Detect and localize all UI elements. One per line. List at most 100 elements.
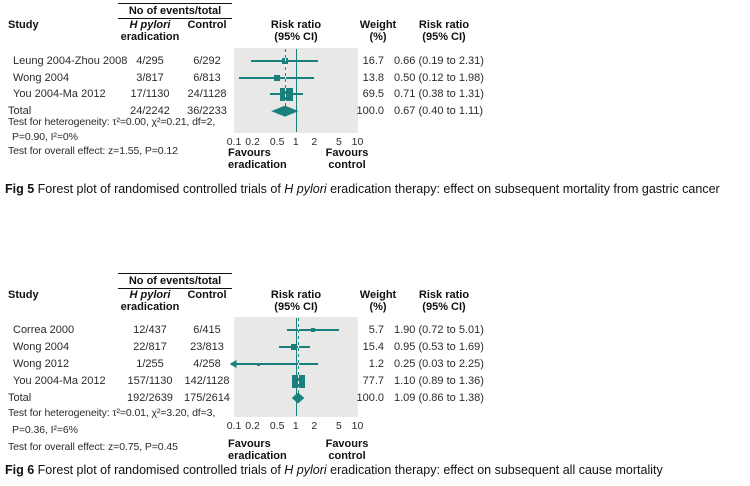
study-row: Leung 2004-Zhou 2008 4/295 6/292 16.7 0.66 (… xyxy=(0,53,750,69)
risk-ratio-text-header-line1: Risk ratio xyxy=(418,289,470,301)
control-events-value: 6/415 xyxy=(193,324,221,336)
axis-tick-label: 10 xyxy=(351,136,364,148)
study-label: Wong 2004 xyxy=(13,341,70,353)
favours-control-label: Favours control xyxy=(317,438,377,462)
risk-ratio-ci-value: 0.66 (0.19 to 2.31) xyxy=(394,55,484,67)
study-label: You 2004-Ma 2012 xyxy=(13,375,106,387)
summary-diamond xyxy=(291,392,305,404)
summary-diamond xyxy=(271,105,299,117)
study-row: You 2004-Ma 2012 157/1130 142/1128 77.7 1.10… xyxy=(0,373,750,389)
control-events-value: 4/258 xyxy=(193,358,221,370)
axis-tick-label: 0.5 xyxy=(269,420,285,432)
study-column-header: Study xyxy=(8,289,39,301)
weight-column-header: Weight (%) xyxy=(353,289,403,313)
control-events-value: 24/1128 xyxy=(187,88,227,101)
control-column-header: Control xyxy=(187,19,227,31)
study-label: Wong 2004 xyxy=(13,71,70,84)
weight-header-line1: Weight xyxy=(359,289,397,301)
axis-tick-label: 0.5 xyxy=(269,136,285,148)
eradication-events-value: 22/817 xyxy=(133,341,167,353)
weight-value: 5.7 xyxy=(368,324,384,336)
axis-tick-label: 0.2 xyxy=(245,420,260,432)
control-events-value: 6/813 xyxy=(193,71,221,84)
eradication-events-value: 157/1130 xyxy=(127,375,173,387)
risk-ratio-ci-value: 0.67 (0.40 to 1.11) xyxy=(394,105,484,118)
heterogeneity-test-line2: P=0.90, I²=0% xyxy=(12,131,78,143)
study-label: Total xyxy=(8,392,32,404)
axis-tick-label: 2 xyxy=(311,136,318,148)
favours-right-line2: control xyxy=(328,158,366,171)
caption-text: Forest plot of randomised controlled tri… xyxy=(34,463,285,477)
weight-value: 1.2 xyxy=(368,358,384,370)
eradication-events-value: 192/2639 xyxy=(127,392,173,404)
risk-ratio-ci-value: 1.90 (0.72 to 5.01) xyxy=(394,324,484,336)
events-total-group-header: No of events/total xyxy=(118,273,232,289)
hpylori-column-header-line1: H pylori xyxy=(129,19,171,31)
favours-right-line1: Favours xyxy=(325,147,369,159)
weight-value: 77.7 xyxy=(362,375,384,387)
effect-size-square xyxy=(280,87,294,101)
control-column-header: Control xyxy=(187,289,227,301)
study-row: Wong 2004 3/817 6/813 13.8 0.50 (0.12 to 1.9… xyxy=(0,70,750,86)
caption-text-suffix: eradication therapy: effect on subsequen… xyxy=(326,463,663,477)
control-events-value: 6/292 xyxy=(193,55,221,67)
hpylori-column-header-line2: eradication xyxy=(120,301,180,313)
eradication-events-value: 24/2242 xyxy=(130,105,170,118)
favours-right-line2: control xyxy=(328,449,366,462)
effect-size-square xyxy=(291,344,298,350)
control-events-value: 23/813 xyxy=(190,341,224,353)
weight-value: 100.0 xyxy=(356,105,384,118)
risk-ratio-text-column-header: Risk ratio (95% CI) xyxy=(394,289,494,313)
risk-ratio-plot-header-line2: (95% CI) xyxy=(274,31,318,43)
caption-fig-label: Fig 5 xyxy=(5,182,35,196)
weight-value: 69.5 xyxy=(362,88,384,101)
forest-plot-fig6: Study No of events/total H pylori eradic… xyxy=(0,265,750,486)
effect-size-square xyxy=(274,74,281,81)
study-column-header: Study xyxy=(8,19,39,31)
axis-tick-label: 1 xyxy=(292,420,299,432)
weight-value: 13.8 xyxy=(362,71,384,84)
risk-ratio-text-header-line1: Risk ratio xyxy=(418,19,470,31)
risk-ratio-ci-value: 0.50 (0.12 to 1.98) xyxy=(394,71,484,84)
risk-ratio-text-header-line2: (95% CI) xyxy=(422,31,466,43)
pooled-estimate-line xyxy=(285,49,286,107)
axis-tick-label: 5 xyxy=(335,420,342,432)
weight-value: 15.4 xyxy=(362,341,384,353)
study-row: Wong 2004 22/817 23/813 15.4 0.95 (0.53 to 1… xyxy=(0,339,750,355)
study-row: You 2004-Ma 2012 17/1130 24/1128 69.5 0.71 (… xyxy=(0,86,750,102)
confidence-interval-line xyxy=(236,363,318,365)
figure-caption: Fig 5 Forest plot of randomised controll… xyxy=(5,181,747,197)
study-label: You 2004-Ma 2012 xyxy=(13,88,106,101)
eradication-events-value: 3/817 xyxy=(136,71,164,84)
heterogeneity-test-line1: Test for heterogeneity: τ²=0.00, χ²=0.21… xyxy=(8,116,216,128)
risk-ratio-text-column-header: Risk ratio (95% CI) xyxy=(394,19,494,43)
heterogeneity-test-line1: Test for heterogeneity: τ²=0.01, χ²=3.20… xyxy=(8,407,216,419)
hpylori-column-header-line2: eradication xyxy=(120,31,180,43)
effect-size-square xyxy=(311,328,315,332)
eradication-events-value: 12/437 xyxy=(133,324,167,336)
effect-size-square xyxy=(257,362,261,366)
caption-text: Forest plot of randomised controlled tri… xyxy=(34,182,285,196)
weight-header-line2: (%) xyxy=(369,301,387,313)
risk-ratio-ci-value: 0.95 (0.53 to 1.69) xyxy=(394,341,484,353)
axis-tick-label: 10 xyxy=(351,420,364,432)
weight-header-line2: (%) xyxy=(369,31,387,43)
events-total-group-header: No of events/total xyxy=(118,3,232,19)
study-row: Wong 2012 1/255 4/258 1.2 0.25 (0.03 to 2.25… xyxy=(0,356,750,372)
hpylori-column-header-line1: H pylori xyxy=(129,289,171,301)
risk-ratio-ci-value: 1.09 (0.86 to 1.38) xyxy=(394,392,484,404)
weight-value: 100.0 xyxy=(356,392,384,404)
eradication-events-value: 17/1130 xyxy=(130,88,170,101)
risk-ratio-ci-value: 0.71 (0.38 to 1.31) xyxy=(394,88,484,101)
favours-left-line2: eradication xyxy=(228,449,287,462)
favours-eradication-label: Favours eradication xyxy=(228,438,287,462)
caption-fig-label: Fig 6 xyxy=(5,463,35,477)
axis-tick-label: 1 xyxy=(292,136,299,148)
risk-ratio-ci-value: 0.25 (0.03 to 2.25) xyxy=(394,358,484,370)
favours-left-line1: Favours xyxy=(228,438,271,450)
effect-size-square xyxy=(281,58,288,64)
weight-header-line1: Weight xyxy=(359,19,397,31)
control-events-value: 142/1128 xyxy=(184,375,230,387)
favours-left-line1: Favours xyxy=(228,147,271,159)
